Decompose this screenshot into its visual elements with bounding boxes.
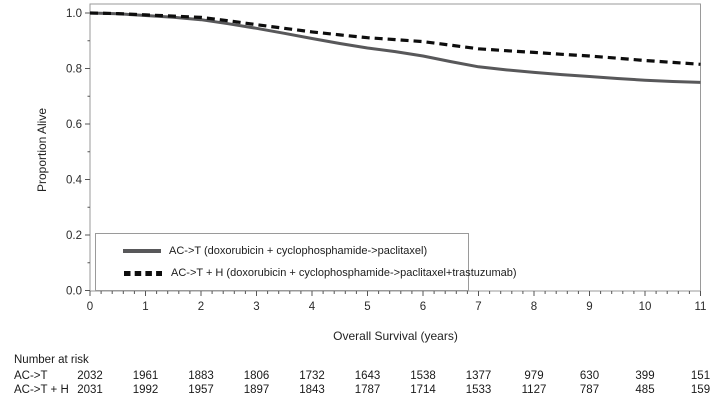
risk-count: 1897 xyxy=(243,384,270,396)
svg-text:1.0: 1.0 xyxy=(66,8,82,20)
risk-count: 1806 xyxy=(243,370,270,382)
svg-text:4: 4 xyxy=(309,301,316,313)
risk-count: 630 xyxy=(579,370,600,382)
risk-count: 1787 xyxy=(354,384,381,396)
risk-table-title: Number at risk xyxy=(14,354,89,366)
legend-item-acth: AC->T + H (doxorubicin + cyclophosphamid… xyxy=(123,267,517,279)
svg-text:3: 3 xyxy=(253,301,259,313)
risk-count: 1957 xyxy=(188,384,214,396)
legend-box: AC->T (doxorubicin + cyclophosphamide->p… xyxy=(95,233,517,291)
risk-count: 1714 xyxy=(410,384,436,396)
risk-row-label-act: AC->T xyxy=(14,370,48,382)
risk-count: 1538 xyxy=(410,370,436,382)
x-axis-title: Overall Survival (years) xyxy=(333,329,458,343)
svg-text:5: 5 xyxy=(364,301,370,313)
risk-count: 1732 xyxy=(299,370,325,382)
svg-text:9: 9 xyxy=(586,301,592,313)
svg-text:1: 1 xyxy=(142,301,148,313)
risk-count: 151 xyxy=(690,370,711,382)
risk-count: 787 xyxy=(579,384,600,396)
risk-count: 1843 xyxy=(299,384,325,396)
svg-text:0.6: 0.6 xyxy=(66,119,82,131)
y-axis-title: Proportion Alive xyxy=(35,107,49,193)
risk-count: 1992 xyxy=(132,384,159,396)
risk-count: 979 xyxy=(524,370,544,382)
legend-label-acth: AC->T + H (doxorubicin + cyclophosphamid… xyxy=(171,267,517,280)
risk-count: 2031 xyxy=(77,384,103,396)
svg-text:0.0: 0.0 xyxy=(66,286,82,298)
risk-row-label-acth: AC->T + H xyxy=(14,384,69,396)
svg-text:0: 0 xyxy=(87,301,93,313)
risk-count: 1377 xyxy=(465,370,492,382)
svg-text:0.2: 0.2 xyxy=(66,230,82,242)
risk-count: 1127 xyxy=(521,384,547,396)
svg-text:7: 7 xyxy=(475,301,481,313)
risk-count: 1643 xyxy=(354,370,381,382)
risk-count: 399 xyxy=(635,370,655,382)
legend-label-act: AC->T (doxorubicin + cyclophosphamide->p… xyxy=(169,244,428,257)
risk-count: 1883 xyxy=(188,370,214,382)
risk-count: 1961 xyxy=(132,370,159,382)
svg-text:6: 6 xyxy=(420,301,426,313)
risk-count: 485 xyxy=(635,384,655,396)
svg-text:2: 2 xyxy=(198,301,204,313)
risk-count: 159 xyxy=(690,384,711,396)
svg-text:11: 11 xyxy=(695,301,707,313)
dashed-black-line-icon xyxy=(124,270,162,276)
svg-text:0.8: 0.8 xyxy=(66,64,82,76)
svg-text:10: 10 xyxy=(639,301,652,313)
svg-text:8: 8 xyxy=(531,301,537,313)
risk-count: 1533 xyxy=(465,384,492,396)
legend-item-act: AC->T (doxorubicin + cyclophosphamide->p… xyxy=(123,245,468,257)
risk-count: 2032 xyxy=(77,370,103,382)
solid-gray-line-icon xyxy=(123,248,161,253)
svg-text:0.4: 0.4 xyxy=(66,175,83,187)
